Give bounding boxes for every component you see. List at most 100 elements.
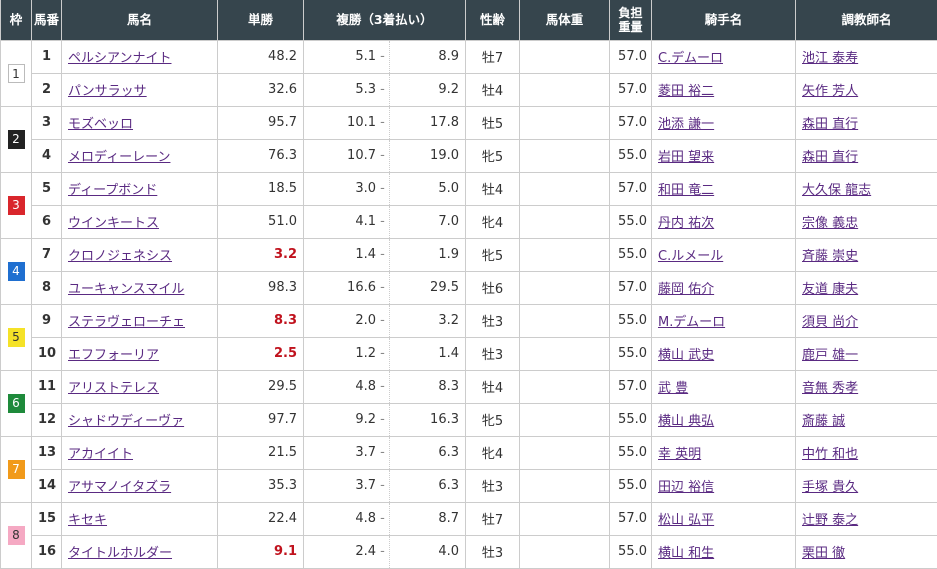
jockey-link[interactable]: 池添 謙一: [658, 117, 714, 132]
body-weight: [520, 469, 610, 502]
jockey-link[interactable]: 和田 竜二: [658, 183, 714, 198]
jockey-link[interactable]: 藤岡 佑介: [658, 282, 714, 297]
place-odds-separator: -: [376, 305, 390, 337]
place-odds-low: 4.8: [304, 379, 376, 394]
body-weight: [520, 106, 610, 139]
sex-age: 牝5: [466, 139, 520, 172]
horse-name-link[interactable]: キセキ: [68, 513, 107, 528]
jockey-link[interactable]: 岩田 望来: [658, 150, 714, 165]
horse-name-link[interactable]: エフフォーリア: [68, 348, 159, 363]
jockey-cell: 和田 竜二: [652, 172, 796, 205]
horse-name-link[interactable]: パンサラッサ: [68, 84, 147, 99]
jockey-link[interactable]: C.デムーロ: [658, 51, 723, 66]
header-sex-age: 性齢: [466, 0, 520, 40]
horse-name-link[interactable]: メロディーレーン: [68, 150, 170, 165]
jockey-link[interactable]: 丹内 祐次: [658, 216, 714, 231]
win-odds: 35.3: [218, 469, 304, 502]
trainer-link[interactable]: 池江 泰寿: [802, 51, 858, 66]
trainer-link[interactable]: 友道 康夫: [802, 282, 858, 297]
sex-age: 牡4: [466, 370, 520, 403]
horse-name-link[interactable]: ウインキートス: [68, 216, 159, 231]
jockey-cell: 藤岡 佑介: [652, 271, 796, 304]
waku-cell: 5: [1, 304, 32, 370]
trainer-cell: 友道 康夫: [796, 271, 937, 304]
jockey-link[interactable]: M.デムーロ: [658, 315, 725, 330]
body-weight: [520, 337, 610, 370]
trainer-link[interactable]: 須貝 尚介: [802, 315, 858, 330]
place-odds-separator: -: [376, 437, 390, 469]
body-weight: [520, 304, 610, 337]
horse-number: 4: [32, 139, 62, 172]
horse-name-link[interactable]: モズベッロ: [68, 117, 133, 132]
trainer-link[interactable]: 鹿戸 雄一: [802, 348, 858, 363]
horse-name-link[interactable]: アリストテレス: [68, 381, 159, 396]
win-odds: 29.5: [218, 370, 304, 403]
body-weight: [520, 403, 610, 436]
sex-age: 牡3: [466, 337, 520, 370]
jockey-link[interactable]: 武 豊: [658, 381, 688, 396]
trainer-link[interactable]: 森田 直行: [802, 117, 858, 132]
trainer-link[interactable]: 斎藤 誠: [802, 414, 845, 429]
waku-cell: 8: [1, 502, 32, 568]
jockey-link[interactable]: 菱田 裕二: [658, 84, 714, 99]
trainer-link[interactable]: 斉藤 崇史: [802, 249, 858, 264]
horse-name-link[interactable]: クロノジェネシス: [68, 249, 172, 264]
place-odds-high: 6.3: [390, 478, 459, 493]
place-odds-high: 19.0: [390, 148, 459, 163]
trainer-link[interactable]: 森田 直行: [802, 150, 858, 165]
horse-name-link[interactable]: アカイイト: [68, 447, 133, 462]
place-odds: 16.6-29.5: [304, 271, 466, 304]
load-weight: 55.0: [610, 139, 652, 172]
trainer-cell: 鹿戸 雄一: [796, 337, 937, 370]
waku-badge: 8: [8, 526, 25, 545]
trainer-cell: 手塚 貴久: [796, 469, 937, 502]
win-odds: 3.2: [218, 238, 304, 271]
horse-name-link[interactable]: アサマノイタズラ: [68, 480, 171, 495]
place-odds-low: 4.8: [304, 511, 376, 526]
horse-name-link[interactable]: ユーキャンスマイル: [68, 282, 184, 297]
horse-name-link[interactable]: シャドウディーヴァ: [68, 414, 184, 429]
jockey-link[interactable]: C.ルメール: [658, 249, 723, 264]
jockey-link[interactable]: 田辺 裕信: [658, 480, 714, 495]
jockey-link[interactable]: 幸 英明: [658, 447, 701, 462]
horse-number: 2: [32, 73, 62, 106]
trainer-link[interactable]: 矢作 芳人: [802, 84, 858, 99]
place-odds: 2.4-4.0: [304, 535, 466, 568]
load-weight: 55.0: [610, 469, 652, 502]
load-weight: 57.0: [610, 73, 652, 106]
trainer-link[interactable]: 手塚 貴久: [802, 480, 858, 495]
trainer-link[interactable]: 辻野 泰之: [802, 513, 858, 528]
header-row: 枠 馬番 馬名 単勝 複勝（3着払い） 性齢 馬体重 負担重量 騎手名 調教師名: [1, 0, 937, 40]
win-odds: 48.2: [218, 40, 304, 73]
sex-age: 牝4: [466, 436, 520, 469]
place-odds: 2.0-3.2: [304, 304, 466, 337]
horse-name-link[interactable]: ペルシアンナイト: [68, 51, 171, 66]
place-odds-low: 3.7: [304, 478, 376, 493]
trainer-link[interactable]: 中竹 和也: [802, 447, 858, 462]
jockey-link[interactable]: 横山 武史: [658, 348, 714, 363]
table-row: 12 シャドウディーヴァ 97.7 9.2-16.3 牝5 55.0 横山 典弘…: [1, 403, 937, 436]
sex-age: 牡5: [466, 106, 520, 139]
table-row: 2 パンサラッサ 32.6 5.3-9.2 牡4 57.0 菱田 裕二 矢作 芳…: [1, 73, 937, 106]
jockey-link[interactable]: 松山 弘平: [658, 513, 714, 528]
trainer-link[interactable]: 宗像 義忠: [802, 216, 858, 231]
place-odds-high: 5.0: [390, 181, 459, 196]
horse-name-link[interactable]: ディープボンド: [68, 183, 157, 198]
load-weight: 55.0: [610, 337, 652, 370]
body-weight: [520, 502, 610, 535]
horse-name-cell: パンサラッサ: [62, 73, 218, 106]
horse-name-link[interactable]: ステラヴェローチェ: [68, 315, 185, 330]
place-odds-high: 3.2: [390, 313, 459, 328]
trainer-link[interactable]: 大久保 龍志: [802, 183, 871, 198]
jockey-link[interactable]: 横山 典弘: [658, 414, 714, 429]
header-load: 負担重量: [610, 0, 652, 40]
waku-badge: 7: [8, 460, 25, 479]
table-row: 10 エフフォーリア 2.5 1.2-1.4 牡3 55.0 横山 武史 鹿戸 …: [1, 337, 937, 370]
sex-age: 牡6: [466, 271, 520, 304]
horse-number: 10: [32, 337, 62, 370]
trainer-link[interactable]: 音無 秀孝: [802, 381, 858, 396]
place-odds: 10.7-19.0: [304, 139, 466, 172]
load-weight: 57.0: [610, 106, 652, 139]
place-odds-separator: -: [376, 272, 390, 304]
